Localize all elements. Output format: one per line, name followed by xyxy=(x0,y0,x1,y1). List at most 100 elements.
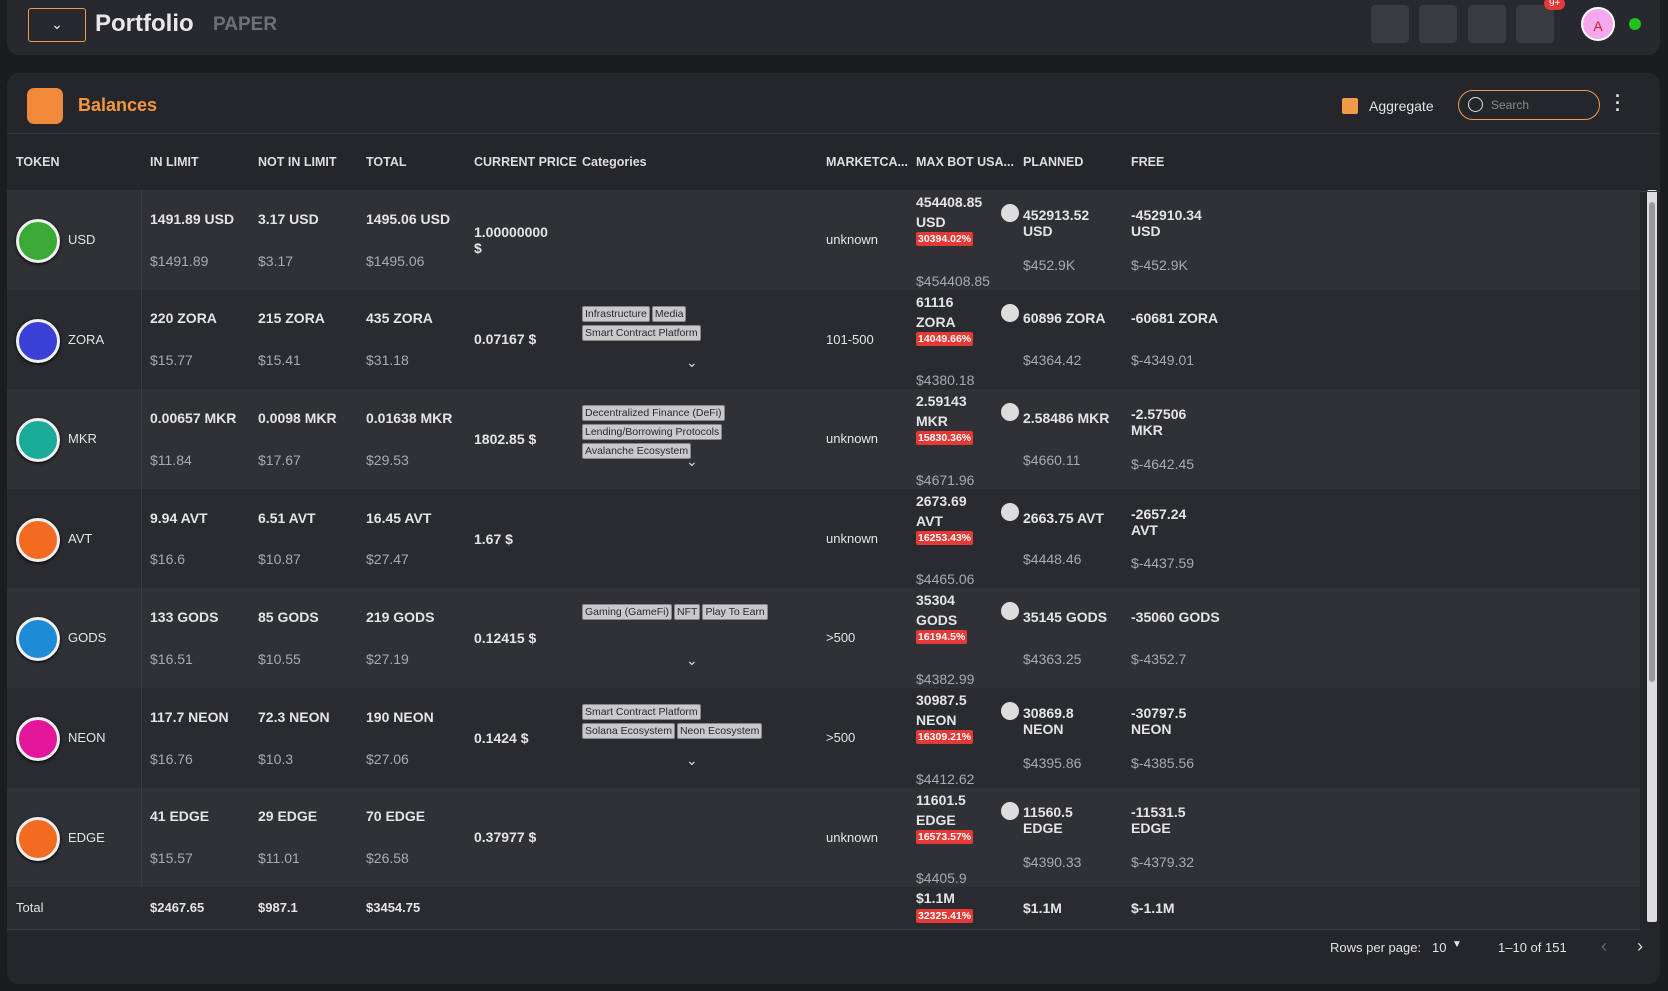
icon-button[interactable] xyxy=(1468,5,1506,43)
total-row: Total $2467.65 $987.1 $3454.75 $1.1M 32325.41… xyxy=(7,887,1640,931)
amount: 2673.69 AVT xyxy=(916,492,967,529)
menu-button[interactable]: ⌄ xyxy=(28,8,86,42)
dropdown-arrow[interactable]: ▼ xyxy=(1452,939,1462,950)
info-icon[interactable] xyxy=(1001,602,1019,621)
cell: -30797.5 NEON $-4385.56 xyxy=(1131,688,1241,788)
title: Portfolio xyxy=(95,10,194,37)
expand-button[interactable]: ⌄ xyxy=(686,752,698,768)
amount: 72.3 NEON xyxy=(258,708,330,725)
marketcap: unknown xyxy=(826,431,879,447)
amount: -2657.24 AVT xyxy=(1131,505,1187,538)
current-price: 1.00000000 $ xyxy=(474,223,548,256)
usd-value: $4465.06 xyxy=(916,571,975,588)
usd-value: $10.87 xyxy=(258,551,301,568)
max-bot-cell: 2.59143 MKR 15830.36% $4671.96 xyxy=(916,389,1016,489)
token-symbol: USD xyxy=(68,232,96,247)
usage-percent: 16194.5% xyxy=(916,630,968,645)
icon-button[interactable] xyxy=(1419,5,1457,43)
cell: 219 GODS $27.19 xyxy=(366,588,466,688)
category-chip: Gaming (GameFi) xyxy=(582,604,673,621)
column-header: Categories xyxy=(582,155,647,169)
column-divider xyxy=(141,688,142,788)
expand-button[interactable]: ⌄ xyxy=(686,652,698,669)
info-icon[interactable] xyxy=(1001,303,1019,322)
cell: 41 EDGE $15.57 xyxy=(150,788,250,888)
balances-card: Balances Aggregate Search · · · TOKEN IN LI… xyxy=(7,73,1660,984)
usd-value: $26.58 xyxy=(366,850,409,867)
scrollbar[interactable] xyxy=(1647,190,1657,922)
usd-value: $-4642.45 xyxy=(1131,455,1195,472)
marketcap: unknown xyxy=(826,829,879,845)
usd-value: $15.77 xyxy=(150,352,193,369)
cell: 11560.5 EDGE $4390.33 xyxy=(1023,788,1123,888)
usd-value: $4390.33 xyxy=(1023,854,1082,871)
current-price: 0.1424 $ xyxy=(474,729,529,746)
amount: 41 EDGE xyxy=(150,808,210,825)
usd-value: $27.19 xyxy=(366,651,409,668)
cell: -35060 GODS $-4352.7 xyxy=(1131,588,1241,688)
amount: 61116 ZORA xyxy=(916,293,956,330)
next-page[interactable]: › xyxy=(1637,936,1643,956)
usage-percent: 16309.21% xyxy=(916,730,974,744)
info-icon[interactable] xyxy=(1001,403,1019,422)
cell: 0.00657 MKR $11.84 xyxy=(150,389,250,489)
notifications[interactable] xyxy=(1516,5,1554,43)
usd-value: $11.01 xyxy=(258,850,300,867)
more-menu[interactable]: · · · xyxy=(1615,86,1621,120)
cell: 35145 GODS $4363.25 xyxy=(1023,588,1123,688)
usd-value: $1495.06 xyxy=(366,252,425,269)
cell: 0.0098 MKR $17.67 xyxy=(258,389,358,489)
cell: 452913.52 USD $452.9K xyxy=(1023,190,1123,290)
page-size-select[interactable]: 10 xyxy=(1432,940,1447,955)
panel-title: Balances xyxy=(78,95,158,115)
categories: Decentralized Finance (DeFi) Lending/Borr… xyxy=(582,403,772,460)
total-label: Total xyxy=(16,900,44,916)
page-range: 1–10 of 151 xyxy=(1498,940,1567,955)
token-icon xyxy=(16,617,60,662)
total-value: $2467.65 xyxy=(150,900,205,916)
cell: 72.3 NEON $10.3 xyxy=(258,688,358,788)
cell: 29 EDGE $11.01 xyxy=(258,788,358,888)
badge: 9+ xyxy=(1544,0,1566,10)
token-icon xyxy=(16,219,60,263)
info-icon[interactable] xyxy=(1001,702,1019,720)
category-chip: Smart Contract Platform xyxy=(582,704,701,720)
info-icon[interactable] xyxy=(1001,801,1019,820)
usd-value: $10.3 xyxy=(258,750,294,767)
search-box[interactable]: Search xyxy=(1458,90,1600,120)
marketcap: 101-500 xyxy=(826,331,874,347)
usd-value: $-452.9K xyxy=(1131,256,1188,273)
checkbox[interactable] xyxy=(1342,98,1358,114)
amount: 2.58486 MKR xyxy=(1023,410,1110,427)
usd-value: $452.9K xyxy=(1023,256,1076,273)
usage-percent: 30394.02% xyxy=(916,232,974,246)
cell: 9.94 AVT $16.6 xyxy=(150,489,250,589)
marketcap: >500 xyxy=(826,730,856,745)
usd-value: $31.18 xyxy=(366,352,409,369)
column-header: NOT IN LIMIT xyxy=(258,155,337,169)
usd-value: $-4379.32 xyxy=(1131,854,1195,871)
info-icon[interactable] xyxy=(1001,502,1019,521)
icon-button[interactable] xyxy=(1371,5,1409,43)
max-bot-cell: 30987.5 NEON 16309.21% $4412.62 xyxy=(916,688,1016,788)
scroll-thumb[interactable] xyxy=(1649,202,1655,682)
amount: 35304 GODS xyxy=(916,592,958,629)
amount: 219 GODS xyxy=(366,609,435,626)
total-value: $3454.75 xyxy=(366,900,421,916)
usd-value: $4412.62 xyxy=(916,770,975,787)
cell: -2.57506 MKR $-4642.45 xyxy=(1131,389,1241,489)
total-value: $987.1 xyxy=(258,900,298,916)
amount: 454408.85 USD xyxy=(916,194,983,230)
marketcap: unknown xyxy=(826,530,879,546)
prev-page[interactable]: ‹ xyxy=(1601,936,1607,956)
expand-button[interactable]: ⌄ xyxy=(686,353,698,370)
cell: -11531.5 EDGE $-4379.32 xyxy=(1131,788,1241,888)
usd-value: $10.55 xyxy=(258,651,301,668)
usage-percent: 15830.36% xyxy=(916,431,974,446)
cell: 1495.06 USD $1495.06 xyxy=(366,190,466,290)
avatar[interactable]: A xyxy=(1581,7,1615,41)
expand-button[interactable]: ⌄ xyxy=(686,453,698,470)
info-icon[interactable] xyxy=(1001,204,1019,222)
usd-value: $4363.25 xyxy=(1023,651,1082,668)
